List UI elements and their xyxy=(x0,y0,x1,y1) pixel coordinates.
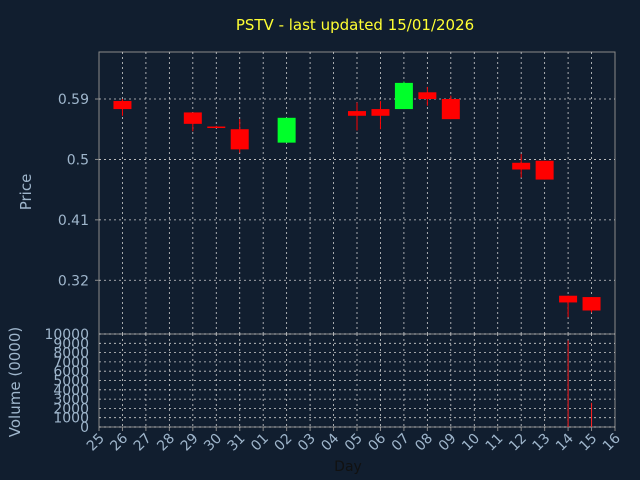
candle-body-up xyxy=(394,82,413,110)
price-y-tick-label: 0.5 xyxy=(67,152,89,168)
volume-y-tick-label: 9000 xyxy=(53,336,89,352)
volume-y-tick-label: 3000 xyxy=(53,392,89,408)
x-tick-label: 03 xyxy=(295,431,319,455)
x-tick-label: 08 xyxy=(412,431,436,455)
x-tick-label: 28 xyxy=(154,431,178,455)
x-axis-label: Day xyxy=(334,459,362,475)
x-tick-label: 13 xyxy=(530,431,554,455)
volume-y-tick-label: 2000 xyxy=(53,401,89,417)
candle-body-down xyxy=(535,160,554,180)
x-tick-label: 06 xyxy=(365,430,389,454)
candle-body-down xyxy=(512,162,531,170)
candle-body-down xyxy=(113,101,132,110)
candle-body-down xyxy=(230,129,249,150)
x-tick-label: 07 xyxy=(389,431,413,455)
x-tick-label: 16 xyxy=(600,430,624,454)
candle-body-down xyxy=(207,126,226,129)
candle-body-down xyxy=(418,92,437,99)
volume-y-tick-label: 4000 xyxy=(53,383,89,399)
volume-y-tick-label: 10000 xyxy=(44,327,89,343)
x-tick-label: 29 xyxy=(178,431,202,455)
candle-body-down xyxy=(582,297,601,311)
price-y-tick-label: 0.41 xyxy=(58,213,89,229)
x-tick-label: 01 xyxy=(248,431,272,455)
x-tick-label: 26 xyxy=(107,430,131,454)
candle-body-up xyxy=(277,117,296,143)
price-axis-label: Price xyxy=(17,174,35,211)
x-tick-label: 27 xyxy=(131,431,155,455)
x-tick-label: 14 xyxy=(553,430,577,454)
volume-y-tick-label: 8000 xyxy=(53,346,89,362)
volume-y-tick-label: 0 xyxy=(80,420,89,436)
candle-body-down xyxy=(183,112,202,124)
volume-y-tick-label: 6000 xyxy=(53,364,89,380)
x-tick-label: 04 xyxy=(318,430,342,454)
volume-y-tick-label: 1000 xyxy=(53,411,89,427)
x-tick-label: 05 xyxy=(342,431,366,455)
price-y-tick-label: 0.32 xyxy=(58,273,89,289)
candle-body-down xyxy=(371,109,390,116)
volume-axis-label: Volume (0000) xyxy=(6,327,24,437)
chart-title: PSTV - last updated 15/01/2026 xyxy=(236,16,474,34)
price-y-tick-label: 0.59 xyxy=(58,92,89,108)
x-tick-label: 15 xyxy=(576,431,600,455)
x-tick-label: 30 xyxy=(201,431,225,455)
candle-body-down xyxy=(559,295,578,303)
volume-y-tick-label: 5000 xyxy=(53,374,89,390)
x-tick-label: 10 xyxy=(459,431,483,455)
volume-y-tick-label: 7000 xyxy=(53,355,89,371)
candle-body-down xyxy=(348,111,366,116)
candle-body-down xyxy=(441,99,460,120)
x-tick-label: 31 xyxy=(225,431,249,455)
x-tick-label: 12 xyxy=(506,431,530,455)
x-tick-label: 11 xyxy=(483,431,507,455)
x-tick-label: 02 xyxy=(272,431,296,455)
x-tick-label: 09 xyxy=(436,431,460,455)
